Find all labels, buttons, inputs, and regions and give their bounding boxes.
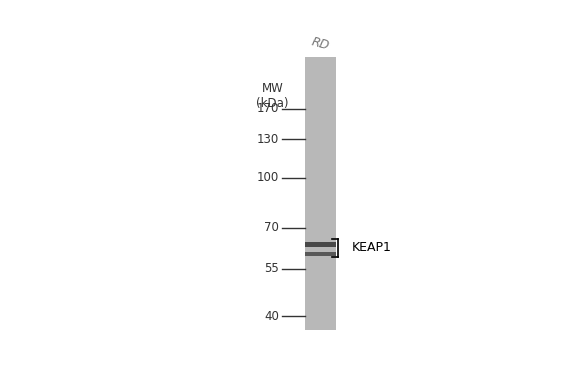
- Text: 170: 170: [257, 102, 279, 115]
- Text: KEAP1: KEAP1: [352, 242, 392, 254]
- Text: RD: RD: [310, 36, 331, 53]
- Bar: [305, 252, 336, 256]
- Text: 55: 55: [264, 262, 279, 275]
- Text: 100: 100: [257, 171, 279, 184]
- Text: 70: 70: [264, 222, 279, 234]
- Text: 40: 40: [264, 310, 279, 323]
- Bar: [305, 242, 336, 247]
- Text: 130: 130: [257, 133, 279, 146]
- Bar: [305, 57, 336, 330]
- Text: MW
(kDa): MW (kDa): [257, 82, 289, 110]
